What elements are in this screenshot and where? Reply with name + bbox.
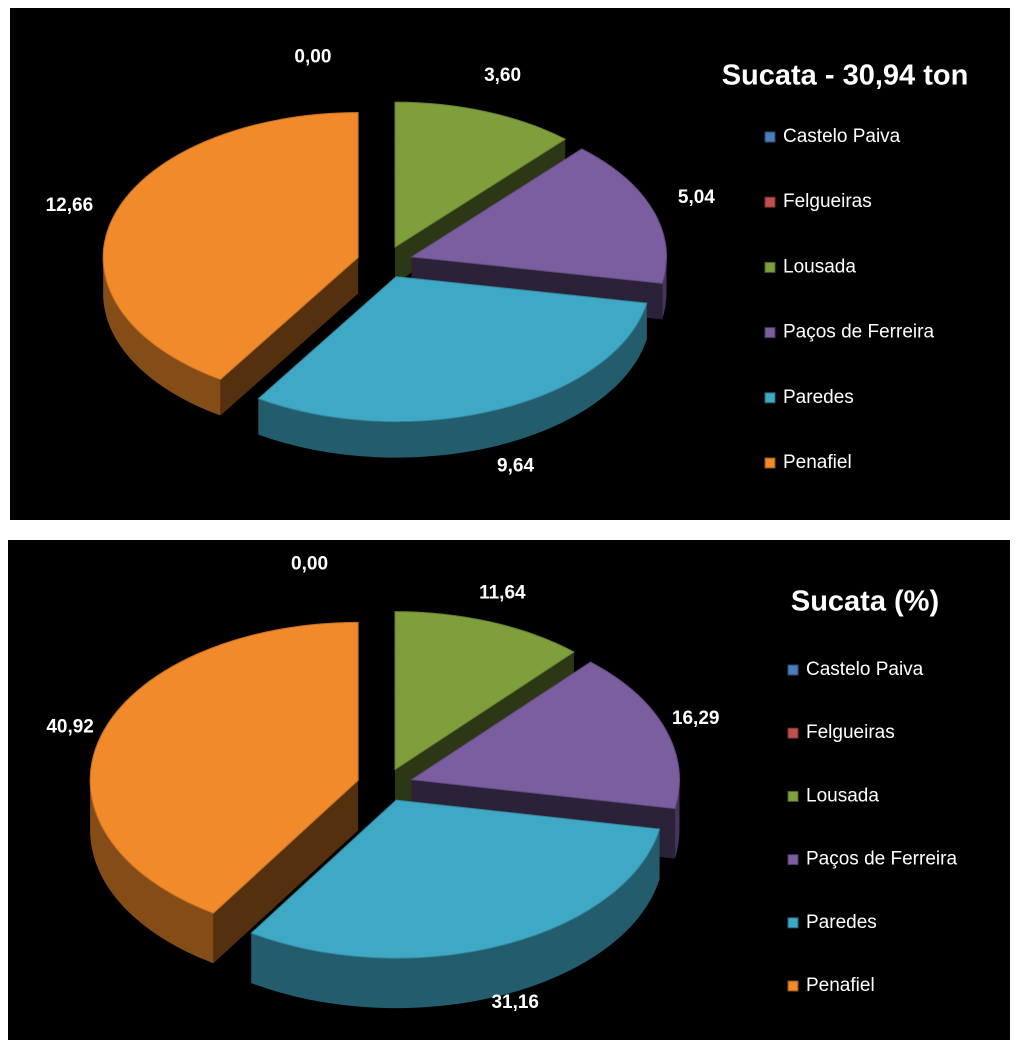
data-label: 0,00	[294, 46, 331, 67]
slice-top	[102, 112, 359, 381]
slice-side	[258, 303, 647, 458]
pie-slice	[89, 621, 359, 964]
legend-label: Paços de Ferreira	[806, 849, 957, 870]
legend-label: Paredes	[806, 912, 877, 933]
slice-side	[251, 829, 660, 1009]
legend-swatch	[764, 457, 776, 469]
legend-label: Felgueiras	[806, 722, 895, 743]
legend-swatch	[764, 327, 776, 339]
legend-swatch	[764, 392, 776, 404]
data-label: 16,29	[672, 708, 720, 729]
legend-swatch	[787, 790, 799, 802]
legend-label: Penafiel	[806, 975, 875, 996]
data-label: 31,16	[491, 992, 539, 1013]
legend-swatch	[764, 196, 776, 208]
slice-side	[674, 779, 680, 859]
chart-title: Sucata - 30,94 ton	[722, 60, 969, 92]
legend-label: Felgueiras	[783, 191, 872, 212]
data-label: 40,92	[46, 716, 94, 737]
legend-swatch	[787, 664, 799, 676]
slice-top	[394, 101, 567, 249]
slice-wall	[220, 257, 359, 416]
slice-wall	[213, 780, 359, 964]
slice-top	[257, 276, 648, 423]
legend-label: Castelo Paiva	[806, 659, 924, 680]
slice-top	[410, 661, 680, 810]
pie-slice	[250, 799, 661, 1009]
legend-label: Castelo Paiva	[783, 126, 901, 147]
data-label: 9,64	[497, 455, 534, 476]
legend-label: Lousada	[783, 256, 856, 277]
legend-swatch	[764, 131, 776, 143]
legend-swatch	[787, 727, 799, 739]
slice-side	[103, 257, 221, 416]
data-label: 0,00	[291, 553, 328, 574]
data-label: 12,66	[46, 195, 94, 216]
slice-top	[89, 621, 359, 914]
legend-swatch	[787, 980, 799, 992]
slice-top	[410, 148, 667, 284]
legend-label: Paredes	[783, 387, 854, 408]
data-label: 3,60	[484, 65, 521, 86]
legend-label: Lousada	[806, 785, 879, 806]
data-label: 5,04	[678, 187, 715, 208]
legend-swatch	[787, 854, 799, 866]
pie-slice	[257, 276, 648, 458]
slice-top	[250, 799, 661, 959]
legend-label: Paços de Ferreira	[783, 322, 934, 343]
legend-label: Penafiel	[783, 452, 852, 473]
slice-top	[394, 611, 575, 771]
pie-slice	[102, 112, 359, 416]
legend-swatch	[787, 917, 799, 929]
data-label: 11,64	[479, 583, 526, 604]
slice-side	[90, 780, 214, 964]
chart-title: Sucata (%)	[791, 586, 939, 618]
legend-swatch	[764, 261, 776, 273]
